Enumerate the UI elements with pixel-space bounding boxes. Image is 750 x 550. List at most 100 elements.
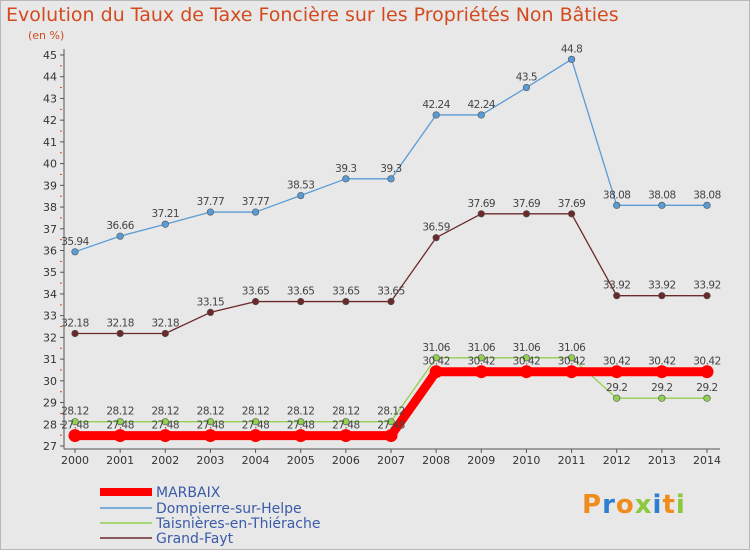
data-label: 28.12: [377, 406, 405, 418]
data-label: 29.2: [651, 382, 672, 394]
data-point: [206, 418, 215, 426]
y-tick-label: 45: [43, 49, 57, 62]
data-point: [613, 201, 621, 209]
data-label: 30.42: [468, 356, 496, 368]
data-point: [477, 354, 485, 362]
data-label: 30.42: [422, 356, 450, 368]
data-point: [342, 297, 350, 306]
data-label: 32.18: [152, 317, 180, 329]
data-point: [432, 354, 440, 362]
y-tick-label: 39: [43, 179, 57, 192]
logo-letter: r: [602, 490, 616, 520]
data-label: 38.08: [693, 189, 721, 201]
data-point: [565, 365, 579, 379]
data-label: 28.12: [61, 406, 89, 418]
data-label: 35.94: [61, 236, 89, 248]
y-tick-label: 41: [43, 136, 57, 149]
data-label: 36.66: [106, 220, 134, 232]
data-label: 33.15: [197, 296, 225, 308]
data-label: 31.06: [422, 342, 450, 354]
data-point: [432, 111, 440, 119]
legend: MARBAIXDompierre-sur-HelpeTaisnières-en-…: [100, 485, 320, 547]
data-label: 28.12: [197, 406, 225, 418]
y-tick-label: 44: [43, 71, 57, 84]
y-tick-label: 37: [43, 223, 57, 236]
x-tick-label: 2010: [512, 454, 540, 467]
data-label: 33.65: [287, 286, 315, 298]
chart-title: Evolution du Taux de Taxe Foncière sur l…: [6, 4, 619, 26]
data-label: 42.24: [468, 99, 496, 111]
y-tick-label: 31: [43, 353, 57, 366]
data-point: [522, 83, 531, 92]
legend-swatch: [100, 488, 152, 496]
y-tick-label: 38: [43, 201, 57, 214]
data-point: [116, 232, 124, 240]
data-label: 33.92: [603, 280, 631, 292]
x-tick-label: 2004: [242, 454, 270, 467]
data-label: 29.2: [606, 382, 627, 394]
data-point: [658, 394, 666, 402]
data-label: 29.2: [696, 382, 717, 394]
y-tick-label: 43: [43, 92, 57, 105]
logo-letter: i: [675, 490, 686, 520]
axes: 27 28 29 30 31 32 33 34 35 36 37 38 39 40 41 42 43 44 45 20…: [43, 49, 721, 467]
data-label: 44.8: [561, 43, 582, 55]
data-point: [477, 210, 485, 218]
data-label: 37.69: [468, 198, 496, 210]
data-point: [71, 248, 79, 256]
data-label: 31.06: [513, 342, 541, 354]
data-label: 37.69: [513, 198, 541, 210]
data-label: 30.42: [558, 356, 586, 368]
data-label: 28.12: [287, 406, 315, 418]
data-point: [113, 429, 127, 443]
data-point: [116, 329, 124, 338]
data-point: [342, 418, 350, 426]
data-point: [71, 418, 79, 426]
y-tick-label: 30: [43, 375, 57, 388]
x-tick-label: 2011: [558, 454, 586, 467]
x-tick-label: 2012: [603, 454, 631, 467]
x-tick-label: 2000: [61, 454, 89, 467]
data-label: 43.5: [516, 72, 537, 84]
data-label: 31.06: [558, 342, 586, 354]
legend-label: MARBAIX: [156, 485, 221, 501]
y-tick-label: 28: [43, 418, 57, 431]
data-point: [206, 308, 215, 317]
data-label: 28.12: [332, 406, 360, 418]
data-point: [297, 297, 305, 306]
data-label: 27.48: [287, 420, 315, 432]
data-point: [203, 429, 217, 443]
data-label: 42.24: [422, 99, 450, 111]
data-label: 39.3: [380, 163, 401, 175]
data-point: [161, 220, 169, 228]
data-label: 38.53: [287, 180, 315, 192]
data-label: 27.48: [152, 420, 180, 432]
data-point: [700, 365, 714, 379]
data-point: [384, 429, 398, 443]
data-point: [249, 429, 263, 443]
x-tick-label: 2008: [422, 454, 450, 467]
proxiti-logo: Proxiti: [582, 490, 686, 520]
data-point: [429, 365, 443, 379]
y-tick-label: 32: [43, 331, 57, 344]
data-point: [610, 365, 624, 379]
x-tick-label: 2013: [648, 454, 676, 467]
data-point: [297, 418, 305, 426]
series-layer: [68, 55, 714, 443]
x-tick-label: 2002: [151, 454, 179, 467]
data-label: 36.59: [422, 222, 450, 234]
data-point: [339, 429, 353, 443]
x-tick-label: 2014: [693, 454, 721, 467]
logo-letter: t: [662, 490, 676, 520]
legend-label: Grand-Fayt: [156, 531, 234, 547]
data-label: 27.48: [106, 420, 134, 432]
x-tick-label: 2007: [377, 454, 405, 467]
data-label: 33.65: [332, 286, 360, 298]
data-label: 27.48: [61, 420, 89, 432]
data-labels: 35.94 36.66 37.21 37.77 37.77 38.53 39.3 39.3 42…: [61, 43, 721, 431]
data-point: [567, 210, 576, 218]
data-point: [703, 394, 711, 402]
data-label: 33.65: [377, 286, 405, 298]
